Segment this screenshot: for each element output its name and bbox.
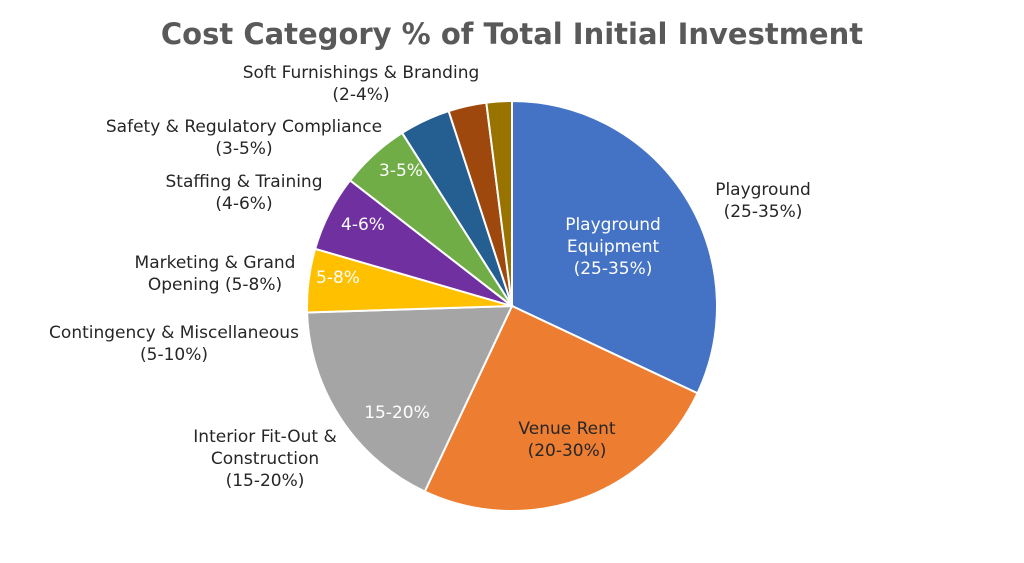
- outside-label-line: (5-10%): [140, 345, 208, 365]
- pie-slice-interior-fit-out: [306, 304, 514, 493]
- outside-label-line: Staffing & Training: [165, 172, 322, 192]
- inside-label-marketing: 5-8%: [316, 268, 360, 288]
- outside-label-line: (2-4%): [332, 85, 389, 105]
- outside-label-interior-fit-out: Interior Fit-Out & Construction (15-20%): [193, 427, 336, 491]
- inside-label-line: 3-5%: [379, 161, 423, 181]
- outside-label-line: Contingency & Miscellaneous: [49, 323, 299, 343]
- outside-label-marketing: Marketing & Grand Opening (5-8%): [135, 253, 296, 295]
- inside-label-line: (25-35%): [574, 259, 653, 279]
- inside-label-line: 15-20%: [364, 403, 430, 423]
- inside-label-safety: 3-5%: [379, 161, 423, 181]
- outside-label-line: Opening (5-8%): [148, 275, 282, 295]
- pie-outside-labels: Playground (25-35%)Interior Fit-Out & Cons…: [49, 63, 811, 491]
- outside-label-line: Safety & Regulatory Compliance: [106, 117, 382, 137]
- outside-label-line: Interior Fit-Out &: [193, 427, 336, 447]
- outside-label-playground: Playground (25-35%): [715, 180, 811, 222]
- inside-label-playground: Playground Equipment (25-35%): [565, 215, 661, 279]
- outside-label-line: (4-6%): [215, 194, 272, 214]
- inside-label-venue-rent: Venue Rent (20-30%): [518, 419, 615, 461]
- pie-slices: [306, 99, 718, 512]
- outside-label-line: Marketing & Grand: [135, 253, 296, 273]
- outside-label-safety: Safety & Regulatory Compliance (3-5%): [106, 117, 382, 159]
- outside-label-soft-furnishings: Soft Furnishings & Branding (2-4%): [243, 63, 480, 105]
- inside-label-interior-fit-out: 15-20%: [364, 403, 430, 423]
- pie-slice-venue-rent: [423, 304, 699, 512]
- pie-inside-labels: Playground Equipment (25-35%) Venue Rent (20…: [316, 161, 661, 461]
- inside-label-line: 4-6%: [341, 215, 385, 235]
- outside-label-line: (3-5%): [215, 139, 272, 159]
- inside-label-line: (20-30%): [528, 441, 607, 461]
- inside-label-line: Venue Rent: [518, 419, 615, 439]
- inside-label-staffing: 4-6%: [341, 215, 385, 235]
- outside-label-line: (25-35%): [724, 202, 803, 222]
- outside-label-line: Playground: [715, 180, 811, 200]
- outside-label-line: (15-20%): [226, 471, 305, 491]
- outside-label-line: Construction: [211, 449, 319, 469]
- pie-slice-playground: [511, 99, 718, 395]
- outside-label-staffing: Staffing & Training (4-6%): [165, 172, 322, 214]
- inside-label-line: 5-8%: [316, 268, 360, 288]
- chart-title: Cost Category % of Total Initial Investm…: [161, 17, 863, 51]
- inside-label-line: Equipment: [567, 237, 660, 257]
- outside-label-contingency: Contingency & Miscellaneous (5-10%): [49, 323, 299, 365]
- pie-slice-other: [485, 99, 513, 307]
- outside-label-line: Soft Furnishings & Branding: [243, 63, 480, 83]
- inside-label-line: Playground: [565, 215, 661, 235]
